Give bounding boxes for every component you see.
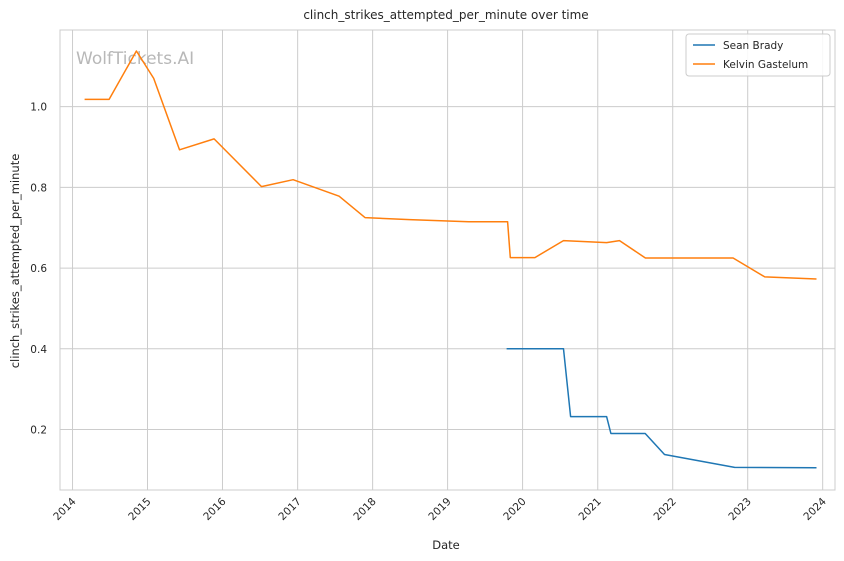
x-tick-label: 2023 <box>726 496 753 523</box>
y-axis-ticks: 0.2 0.4 0.6 0.8 1.0 <box>30 102 47 437</box>
x-tick-label: 2020 <box>501 496 528 523</box>
series-lines <box>84 50 817 469</box>
x-tick-label: 2017 <box>276 496 303 523</box>
x-tick-label: 2024 <box>801 495 829 523</box>
x-tick-label: 2019 <box>426 496 453 523</box>
plot-border <box>59 29 836 491</box>
x-tick-label: 2018 <box>351 496 378 523</box>
watermark: WolfTickets.AI <box>76 49 194 69</box>
x-axis-label: Date <box>432 538 460 552</box>
legend-entry: Kelvin Gastelum <box>723 59 808 71</box>
x-tick-label: 2022 <box>651 496 678 523</box>
y-tick-label: 0.8 <box>30 182 47 194</box>
x-axis-ticks: 2014 2015 2016 2017 2018 2019 2020 2021 2022 2023… <box>51 495 829 523</box>
grid-lines <box>60 30 835 490</box>
series-line-sean-brady <box>506 348 817 469</box>
chart-title: clinch_strikes_attempted_per_minute over… <box>303 8 588 22</box>
x-tick-label: 2021 <box>576 496 603 523</box>
legend-box <box>685 33 831 77</box>
x-tick-label: 2015 <box>126 496 153 523</box>
x-tick-label: 2014 <box>51 495 79 523</box>
legend: Sean Brady Kelvin Gastelum <box>685 33 831 77</box>
y-tick-label: 0.4 <box>30 344 47 356</box>
y-tick-label: 1.0 <box>30 102 47 114</box>
x-tick-label: 2016 <box>201 495 229 523</box>
legend-entry: Sean Brady <box>723 40 783 52</box>
y-tick-label: 0.6 <box>30 263 47 275</box>
plot-frame <box>59 29 836 491</box>
y-tick-label: 0.2 <box>30 424 47 436</box>
series-line-kelvin-gastelum <box>84 50 817 280</box>
y-axis-label: clinch_strikes_attempted_per_minute <box>8 154 22 369</box>
